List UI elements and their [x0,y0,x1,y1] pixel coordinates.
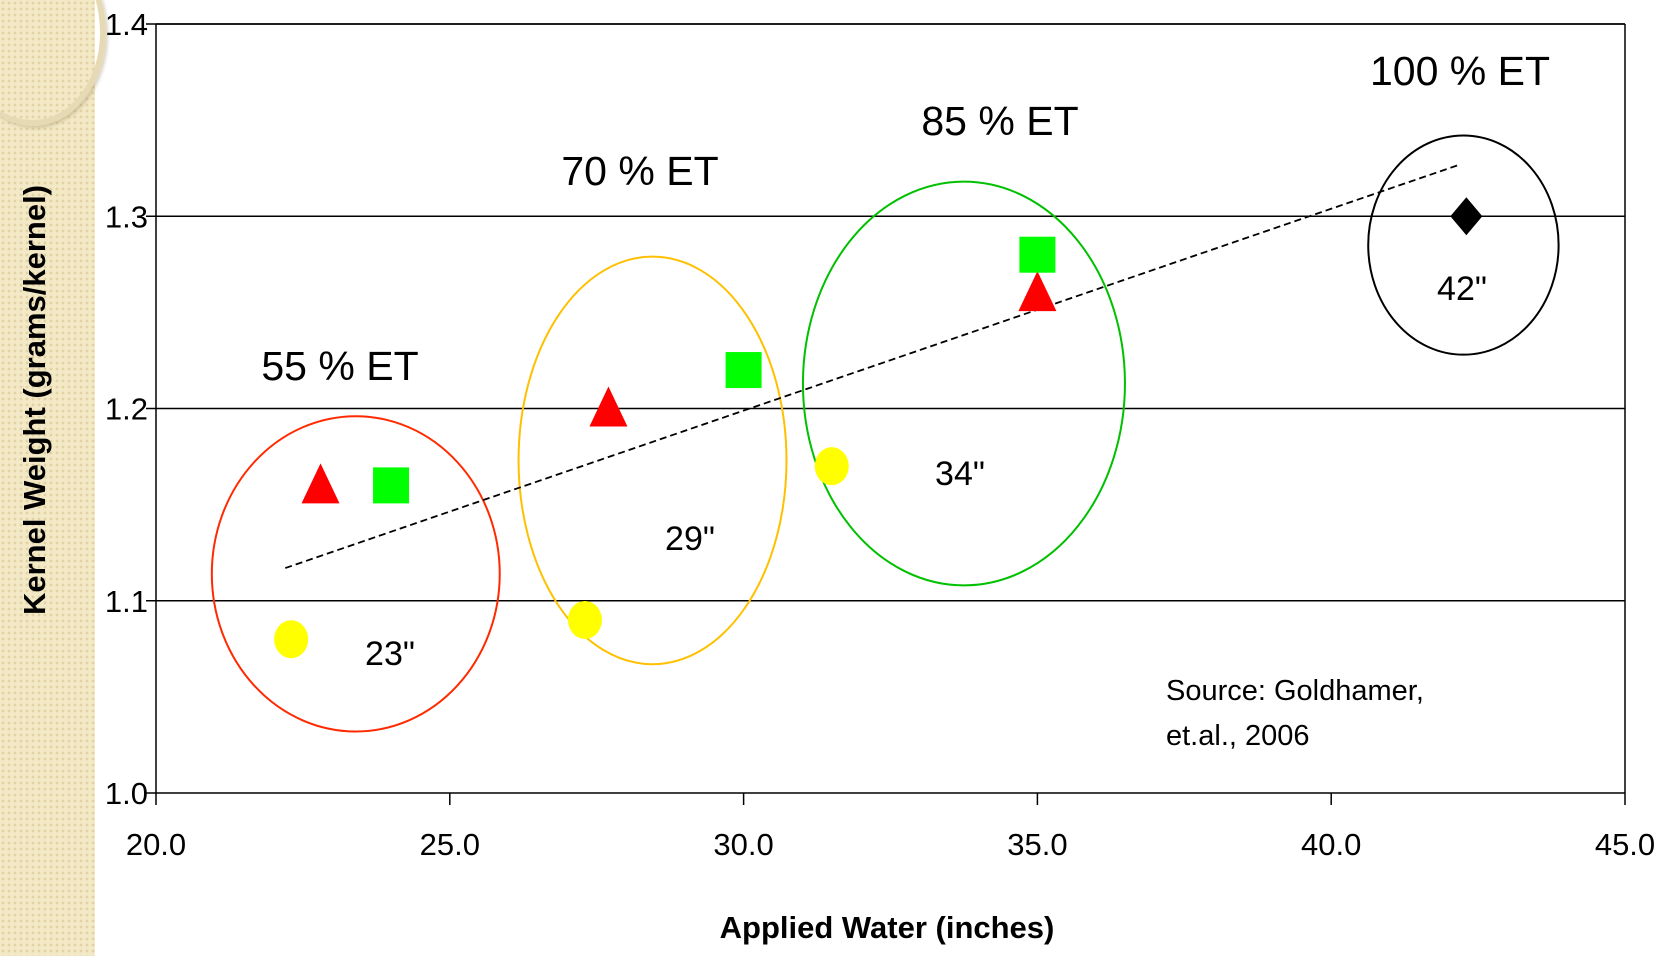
ellipse-group-4 [1367,134,1560,356]
y-tick-label: 1.2 [105,392,148,427]
point-square [373,467,410,504]
et-label-3: 85 % ET [921,98,1078,144]
decorative-side-strip [0,0,95,956]
water-label-2: 29" [665,520,715,558]
y-axis-title: Kernel Weight (grams/kernel) [17,185,52,615]
point-triangle [589,386,628,427]
x-axis-title: Applied Water (inches) [720,910,1055,945]
source-note-line-2: et.al., 2006 [1166,720,1310,752]
water-label-4: 42" [1437,270,1487,308]
y-tick-label: 1.3 [105,199,148,234]
x-tick-label: 20.0 [126,827,186,862]
et-label-2: 70 % ET [561,148,718,194]
y-tick-label: 1.4 [105,7,148,42]
x-tick-label: 40.0 [1301,827,1361,862]
point-square [1019,236,1056,273]
treatment-ellipses [210,134,1560,733]
point-square [725,352,762,389]
y-tick-label: 1.1 [105,584,148,619]
ellipse-group-1 [210,415,501,733]
x-tick-label: 30.0 [713,827,773,862]
point-circle [274,620,309,659]
data-points [274,197,1483,659]
point-triangle [1018,271,1057,312]
point-triangle [301,463,340,504]
chart-annotations: Applied Water (inches) Kernel Weight (gr… [17,48,1550,945]
source-note-line-1: Source: Goldhamer, [1166,675,1424,707]
et-label-1: 55 % ET [261,343,418,389]
x-tick-label: 25.0 [420,827,480,862]
water-label-1: 23" [365,635,415,673]
et-label-4: 100 % ET [1370,48,1550,94]
trendline [284,163,1461,569]
point-diamond [1450,197,1483,236]
point-circle [567,600,602,639]
y-tick-label: 1.0 [105,776,148,811]
gridlines [156,23,1625,602]
axes: 1.0 1.1 1.2 1.3 1.4 20.0 25.0 30.0 35.0 40.0 45.0 [105,7,1655,862]
x-tick-label: 35.0 [1007,827,1067,862]
point-circle [814,447,849,486]
x-tick-label: 45.0 [1595,827,1655,862]
water-label-3: 34" [935,455,985,493]
trendline-group [284,163,1461,569]
ellipse-group-3 [801,180,1126,587]
ellipse-group-2 [517,255,788,666]
